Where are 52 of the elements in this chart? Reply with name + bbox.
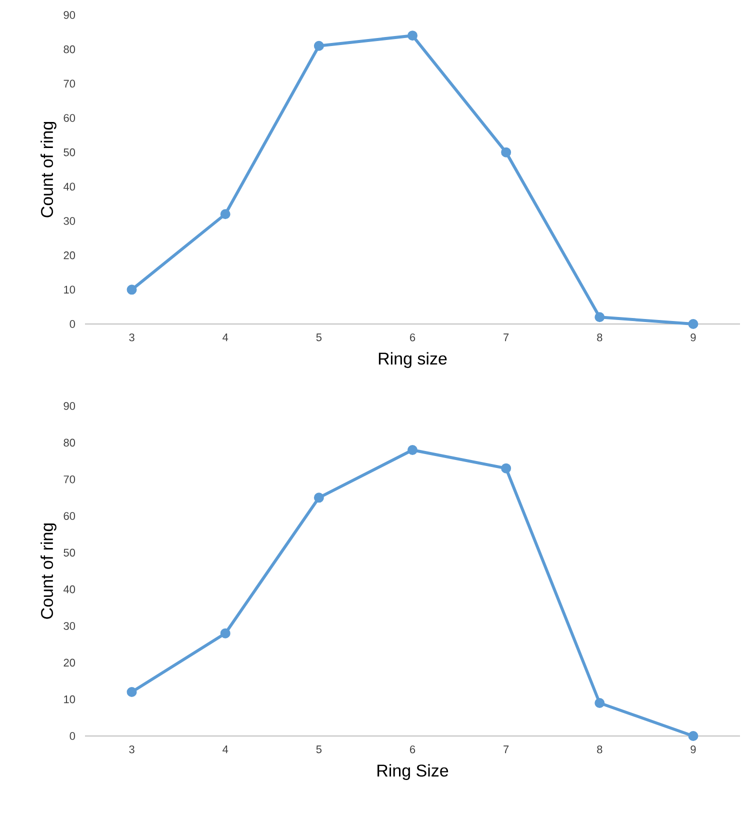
x-tick-label: 8 xyxy=(597,334,602,342)
point xyxy=(594,698,605,708)
y-tick-label: 40 xyxy=(63,585,76,594)
y-tick-label: 20 xyxy=(64,251,76,260)
y-tick-label: 80 xyxy=(64,45,76,54)
x-tick-label: 6 xyxy=(410,746,416,754)
x-tick-label: 4 xyxy=(222,334,228,342)
point xyxy=(688,318,698,329)
point xyxy=(220,209,230,220)
y-tick-label: 40 xyxy=(63,182,76,191)
point xyxy=(408,30,418,41)
point xyxy=(501,463,512,474)
x-tick-label: 7 xyxy=(504,334,509,342)
y-tick-label: 50 xyxy=(64,548,76,557)
point xyxy=(314,492,324,503)
x-tick-label: 5 xyxy=(316,746,322,754)
point xyxy=(501,147,512,158)
y-axis-title: Count of ring xyxy=(40,523,56,619)
point xyxy=(594,312,605,322)
x-axis-title: Ring Size xyxy=(378,764,448,780)
x-tick-label: 3 xyxy=(129,746,134,754)
point xyxy=(126,687,137,697)
y-tick-label: 30 xyxy=(64,217,76,225)
x-tick-label: 5 xyxy=(316,334,322,342)
x-axis-title: Ring size xyxy=(378,352,447,368)
y-tick-label: 10 xyxy=(64,695,76,704)
y-tick-label: 90 xyxy=(64,402,76,410)
x-tick-label: 9 xyxy=(690,334,696,342)
x-tick-label: 8 xyxy=(597,746,602,754)
point xyxy=(126,284,137,295)
y-tick-label: 20 xyxy=(64,658,76,667)
y-tick-label: 10 xyxy=(64,286,76,294)
x-tick-label: 4 xyxy=(222,746,228,754)
y-tick-label: 90 xyxy=(64,11,76,19)
y-tick-label: 70 xyxy=(64,475,76,484)
point xyxy=(314,40,324,51)
x-tick-label: 6 xyxy=(410,334,416,342)
y-tick-label: 50 xyxy=(64,148,76,156)
y-tick-label: 0 xyxy=(70,320,76,328)
y-tick-label: 80 xyxy=(64,438,76,447)
y-tick-label: 0 xyxy=(70,732,76,740)
y-axis-title: Count of ring xyxy=(40,122,56,218)
x-tick-label: 9 xyxy=(690,746,696,754)
y-tick-label: 60 xyxy=(64,114,76,122)
x-tick-label: 7 xyxy=(504,746,509,754)
point xyxy=(688,731,698,741)
y-tick-label: 30 xyxy=(64,622,76,630)
point xyxy=(220,628,230,638)
point xyxy=(408,445,418,456)
y-tick-label: 60 xyxy=(64,512,76,520)
y-tick-label: 70 xyxy=(64,80,76,88)
x-tick-label: 3 xyxy=(129,334,134,342)
